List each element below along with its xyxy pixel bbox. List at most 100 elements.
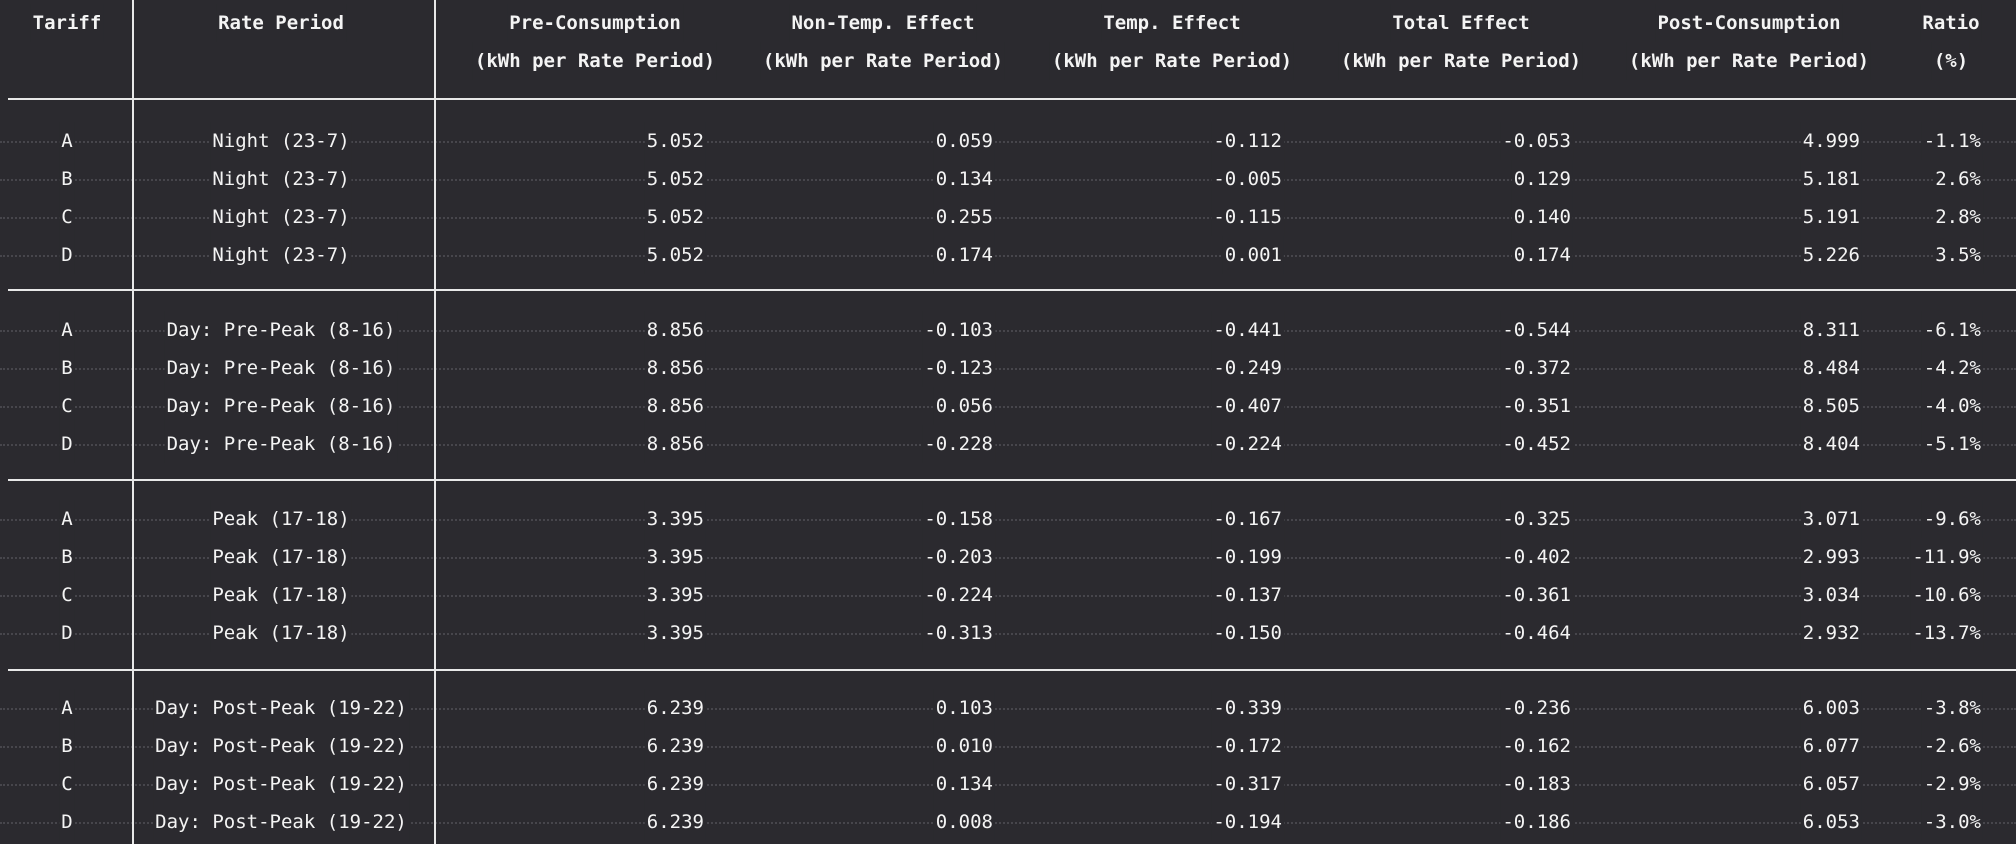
header-post-consumption: Post-Consumption	[1655, 4, 1843, 42]
post-consumption-cell: 8.311	[1800, 311, 1862, 349]
table-row: D Peak (17-18) 3.395 -0.313 -0.150 -0.464 2.93…	[0, 614, 2016, 652]
ratio-cell: 3.5%	[1933, 236, 1983, 274]
tariff-cell: D	[59, 236, 75, 274]
ratio-cell: -3.8%	[1921, 689, 1983, 727]
rate-period-cell: Day: Pre-Peak (8-16)	[164, 387, 398, 425]
pre-consumption-cell: 3.395	[644, 538, 706, 576]
header-temp-effect: Temp. Effect	[1101, 4, 1243, 42]
header-ratio: (%)	[1931, 42, 1971, 80]
pre-consumption-cell: 6.239	[644, 689, 706, 727]
non-temp-effect-cell: -0.224	[922, 576, 995, 614]
non-temp-effect-cell: 0.059	[933, 122, 995, 160]
ratio-cell: -5.1%	[1921, 425, 1983, 463]
row-divider	[8, 289, 2016, 291]
table-row: C Day: Pre-Peak (8-16) 8.856 0.056 -0.407 -0.…	[0, 387, 2016, 425]
temp-effect-cell: -0.005	[1211, 160, 1284, 198]
pre-consumption-cell: 6.239	[644, 727, 706, 765]
post-consumption-cell: 2.932	[1800, 614, 1862, 652]
table-row: A Peak (17-18) 3.395 -0.158 -0.167 -0.325 3.07…	[0, 500, 2016, 538]
non-temp-effect-cell: -0.103	[922, 311, 995, 349]
total-effect-cell: -0.402	[1500, 538, 1573, 576]
temp-effect-cell: -0.407	[1211, 387, 1284, 425]
total-effect-cell: 0.140	[1511, 198, 1573, 236]
ratio-cell: -4.2%	[1921, 349, 1983, 387]
ratio-cell: -10.6%	[1910, 576, 1983, 614]
row-divider	[8, 669, 2016, 671]
header-total-effect: Total Effect	[1390, 4, 1532, 42]
header-pre-consumption: (kWh per Rate Period)	[472, 42, 718, 80]
tariff-cell: B	[59, 160, 75, 198]
rate-period-cell: Day: Pre-Peak (8-16)	[164, 425, 398, 463]
ratio-cell: -2.6%	[1921, 727, 1983, 765]
header-row: (kWh per Rate Period) (kWh per Rate Perio…	[0, 42, 2016, 80]
pre-consumption-cell: 8.856	[644, 349, 706, 387]
temp-effect-cell: -0.339	[1211, 689, 1284, 727]
temp-effect-cell: -0.172	[1211, 727, 1284, 765]
pre-consumption-cell: 3.395	[644, 576, 706, 614]
post-consumption-cell: 5.181	[1800, 160, 1862, 198]
pre-consumption-cell: 3.395	[644, 500, 706, 538]
pre-consumption-cell: 6.239	[644, 803, 706, 841]
temp-effect-cell: -0.167	[1211, 500, 1284, 538]
temp-effect-cell: -0.150	[1211, 614, 1284, 652]
post-consumption-cell: 6.057	[1800, 765, 1862, 803]
post-consumption-cell: 4.999	[1800, 122, 1862, 160]
post-consumption-cell: 8.505	[1800, 387, 1862, 425]
header-non-temp-effect: (kWh per Rate Period)	[760, 42, 1006, 80]
header-row: Tariff Rate Period Pre-Consumption Non-Temp…	[0, 4, 2016, 42]
non-temp-effect-cell: 0.174	[933, 236, 995, 274]
table-row: C Night (23-7) 5.052 0.255 -0.115 0.140 5.191 2…	[0, 198, 2016, 236]
non-temp-effect-cell: 0.103	[933, 689, 995, 727]
header-non-temp-effect: Non-Temp. Effect	[789, 4, 977, 42]
non-temp-effect-cell: 0.134	[933, 160, 995, 198]
rate-period-cell: Peak (17-18)	[210, 500, 352, 538]
row-divider	[8, 98, 2016, 100]
tariff-cell: B	[59, 538, 75, 576]
header-temp-effect: (kWh per Rate Period)	[1049, 42, 1295, 80]
rate-period-cell: Day: Post-Peak (19-22)	[153, 727, 409, 765]
table-row: C Day: Post-Peak (19-22) 6.239 0.134 -0.317 -…	[0, 765, 2016, 803]
pre-consumption-cell: 5.052	[644, 122, 706, 160]
post-consumption-cell: 8.484	[1800, 349, 1862, 387]
post-consumption-cell: 3.071	[1800, 500, 1862, 538]
rate-period-cell: Peak (17-18)	[210, 538, 352, 576]
temp-effect-cell: -0.194	[1211, 803, 1284, 841]
table-row: A Night (23-7) 5.052 0.059 -0.112 -0.053 4.999…	[0, 122, 2016, 160]
temp-effect-cell: -0.115	[1211, 198, 1284, 236]
row-divider	[8, 479, 2016, 481]
ratio-cell: 2.8%	[1933, 198, 1983, 236]
total-effect-cell: -0.361	[1500, 576, 1573, 614]
pre-consumption-cell: 5.052	[644, 236, 706, 274]
pre-consumption-cell: 3.395	[644, 614, 706, 652]
header-total-effect: (kWh per Rate Period)	[1338, 42, 1584, 80]
table-row: B Peak (17-18) 3.395 -0.203 -0.199 -0.402 2.99…	[0, 538, 2016, 576]
rate-period-cell: Day: Post-Peak (19-22)	[153, 803, 409, 841]
ratio-cell: -13.7%	[1910, 614, 1983, 652]
non-temp-effect-cell: 0.010	[933, 727, 995, 765]
column-divider	[132, 0, 134, 844]
tariff-cell: C	[59, 198, 75, 236]
table-row: B Day: Post-Peak (19-22) 6.239 0.010 -0.172 -…	[0, 727, 2016, 765]
non-temp-effect-cell: 0.056	[933, 387, 995, 425]
rate-period-cell: Day: Post-Peak (19-22)	[153, 765, 409, 803]
temp-effect-cell: -0.112	[1211, 122, 1284, 160]
header-rate-period: Rate Period	[216, 4, 346, 42]
post-consumption-cell: 3.034	[1800, 576, 1862, 614]
post-consumption-cell: 8.404	[1800, 425, 1862, 463]
pre-consumption-cell: 5.052	[644, 160, 706, 198]
non-temp-effect-cell: 0.134	[933, 765, 995, 803]
total-effect-cell: 0.174	[1511, 236, 1573, 274]
pre-consumption-cell: 6.239	[644, 765, 706, 803]
pre-consumption-cell: 8.856	[644, 425, 706, 463]
temp-effect-cell: -0.441	[1211, 311, 1284, 349]
table-row: A Day: Post-Peak (19-22) 6.239 0.103 -0.339 -…	[0, 689, 2016, 727]
total-effect-cell: -0.183	[1500, 765, 1573, 803]
tariff-cell: A	[59, 689, 75, 727]
rate-period-cell: Peak (17-18)	[210, 576, 352, 614]
post-consumption-cell: 5.191	[1800, 198, 1862, 236]
ratio-cell: -6.1%	[1921, 311, 1983, 349]
non-temp-effect-cell: -0.123	[922, 349, 995, 387]
total-effect-cell: 0.129	[1511, 160, 1573, 198]
non-temp-effect-cell: -0.203	[922, 538, 995, 576]
header-post-consumption: (kWh per Rate Period)	[1626, 42, 1872, 80]
